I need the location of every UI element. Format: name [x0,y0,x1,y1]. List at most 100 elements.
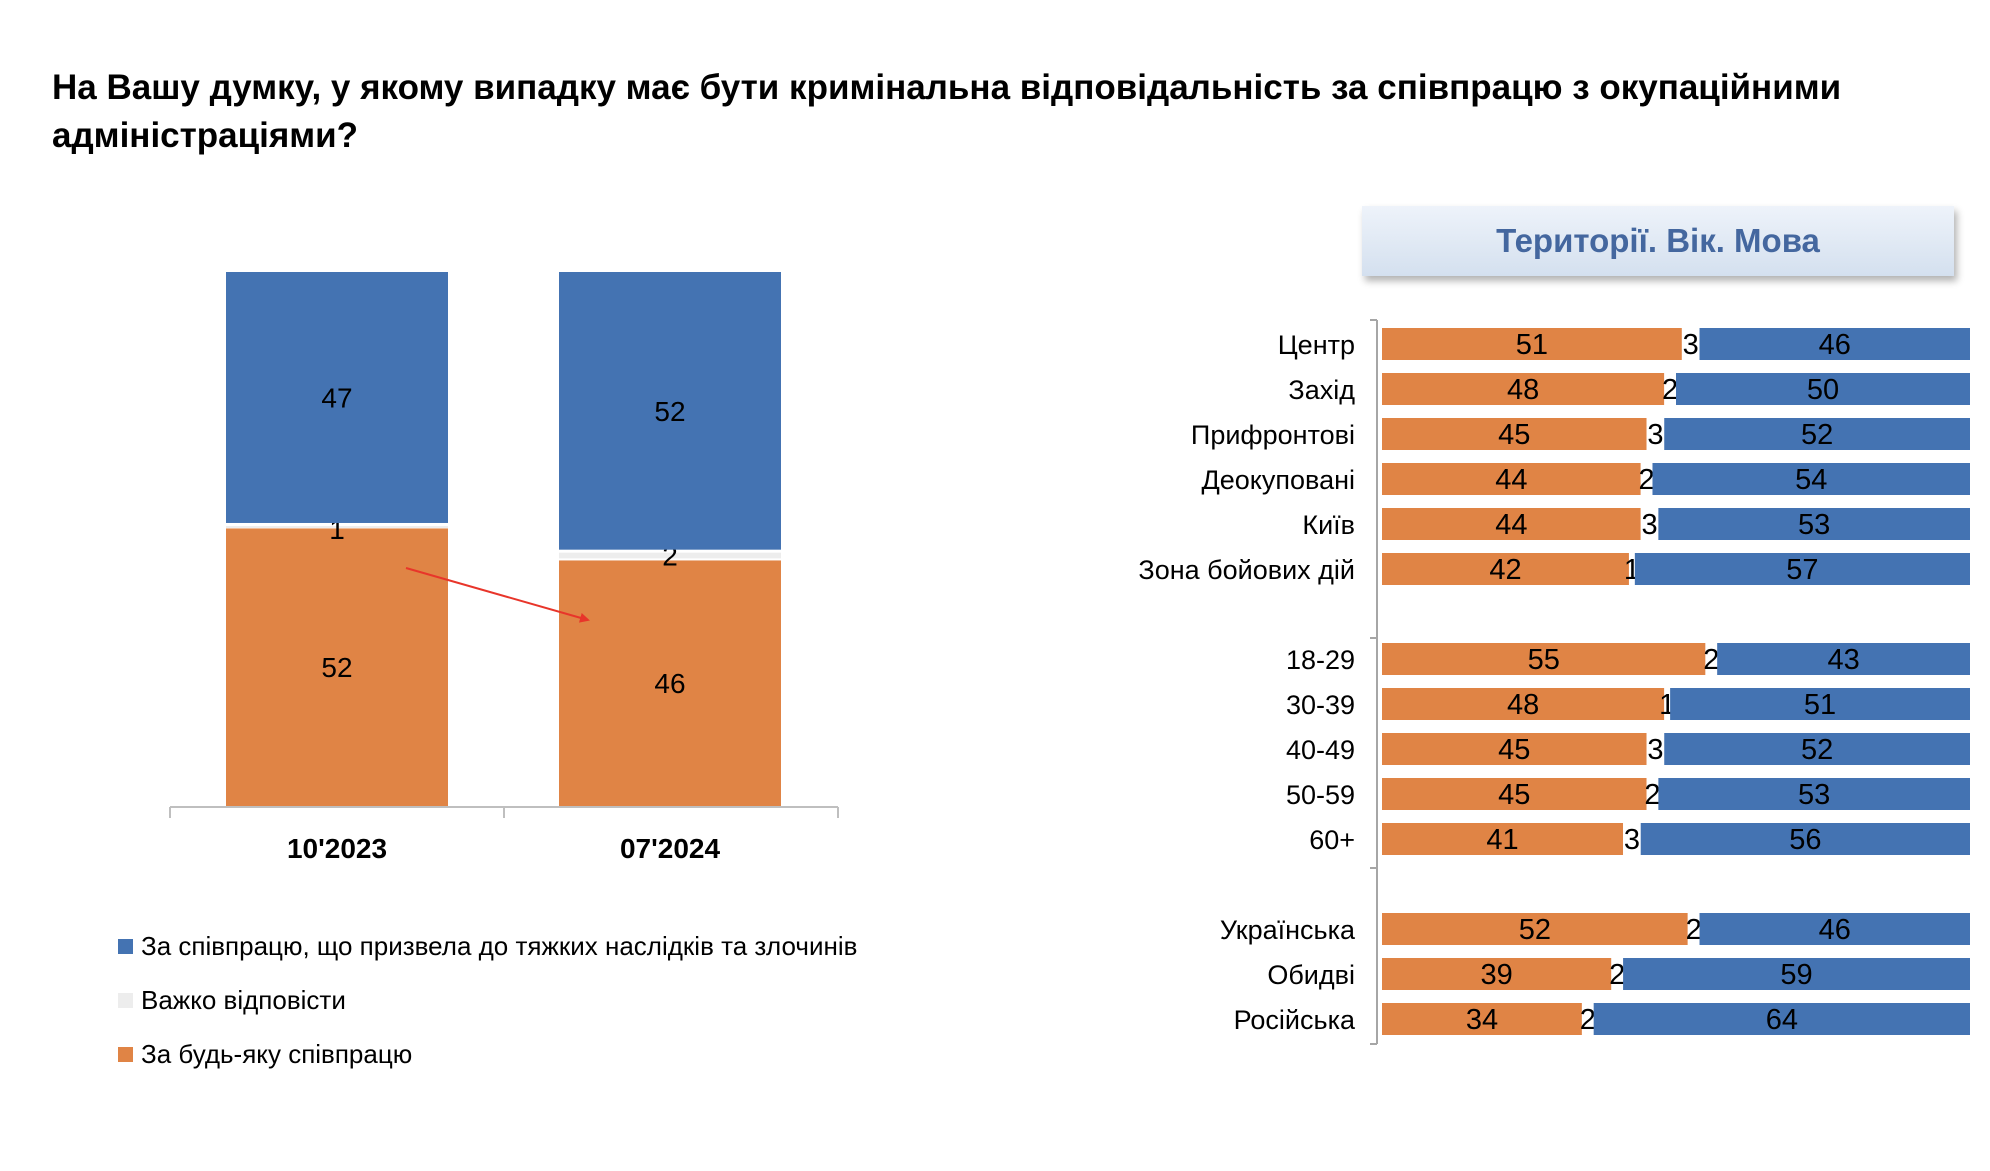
bar-segment-severe [1634,553,1970,585]
bar-segment-any [1382,733,1647,765]
bar-segment-hard-to-say [1623,823,1641,855]
data-label: 3 [1647,734,1663,766]
x-tick-label: 10'2023 [287,833,387,864]
bar-segment-severe [1717,643,1970,675]
legend-label: За будь-яку співпрацю [141,1038,413,1069]
bar-segment-any [1382,508,1641,540]
data-label: 2 [1662,374,1678,406]
bar-segment-hard-to-say [226,522,448,529]
data-label: 50 [1807,374,1839,406]
bar-segment-any [1382,913,1688,945]
data-label: 34 [1466,1004,1498,1036]
row-label: Російська [1234,1005,1356,1035]
bar-segment-severe [1664,418,1970,450]
bar-segment-severe [559,272,781,550]
row-label: Центр [1278,330,1355,360]
data-label: 2 [1644,779,1660,811]
data-label: 45 [1498,734,1530,766]
data-label: 52 [1801,734,1833,766]
data-label: 44 [1495,464,1527,496]
bar-segment-hard-to-say [1664,688,1671,720]
data-label: 2 [1639,464,1655,496]
bar-segment-any [1382,373,1665,405]
row-label: 30-39 [1286,690,1355,720]
legend-item-severe: За співпрацю, що призвела до тяжких насл… [118,930,857,962]
bar-segment-severe [226,272,448,523]
bar-segment-hard-to-say [1705,643,1718,675]
bar-segment-hard-to-say-fill [226,525,448,528]
row-label: Зона бойових дій [1138,555,1355,585]
bar-segment-severe [1699,913,1970,945]
bar-segment-any [1382,778,1647,810]
data-label: 48 [1507,374,1539,406]
data-label: 2 [1580,1004,1596,1036]
trend-arrow [405,567,590,623]
bar-segment-hard-to-say [1646,778,1659,810]
bar-segment-any [1382,1003,1582,1035]
data-label: 2 [1686,914,1702,946]
bar-segment-hard-to-say [1664,373,1676,405]
bar-segment-severe [1699,328,1970,360]
bar-segment-severe [1593,1003,1970,1035]
bar-segment-any [1382,688,1665,720]
row-label: Обидві [1267,960,1355,990]
legend-item-any: За будь-яку співпрацю [118,1038,412,1070]
bar-segment-any [559,560,781,806]
data-label: 51 [1516,329,1548,361]
row-label: 40-49 [1286,735,1355,765]
data-label: 2 [1609,959,1625,991]
bar-segment-severe [1670,688,1970,720]
bar-segment-hard-to-say [1681,328,1700,360]
legend-label: Важко відповісти [141,984,346,1015]
legend-swatch-blue [118,938,133,954]
data-label: 53 [1798,509,1830,541]
data-label: 46 [654,668,685,699]
data-label: 45 [1498,419,1530,451]
page-title: На Вашу думку, у якому випадку має бути … [52,68,1842,155]
data-label: 42 [1489,554,1521,586]
bar-segment-hard-to-say [1646,733,1665,765]
bar-segment-hard-to-say [1640,508,1659,540]
row-label: 18-29 [1286,645,1355,675]
data-label: 53 [1798,779,1830,811]
data-label: 43 [1827,644,1859,676]
data-label: 52 [1801,419,1833,451]
bar-segment-hard-to-say [1611,958,1624,990]
data-label: 3 [1683,329,1699,361]
bar-segment-severe [1623,958,1970,990]
data-label: 39 [1481,959,1513,991]
row-label: Захід [1288,375,1355,405]
data-label: 41 [1486,824,1518,856]
data-label: 44 [1495,509,1527,541]
bar-segment-any [1382,643,1706,675]
data-label: 1 [1624,554,1640,586]
data-label: 3 [1641,509,1657,541]
bar-segment-severe [1658,508,1970,540]
bar-segment-any [1382,418,1647,450]
data-label: 45 [1498,779,1530,811]
data-label: 55 [1528,644,1560,676]
data-label: 56 [1789,824,1821,856]
bar-segment-severe [1664,733,1970,765]
data-label: 52 [654,396,685,427]
bar-segment-hard-to-say [1640,463,1653,495]
bar-segment-any [1382,823,1624,855]
data-label: 3 [1624,824,1640,856]
data-label: 47 [321,382,352,413]
data-label: 52 [321,652,352,683]
x-tick-label: 07'2024 [620,833,721,864]
bar-segment-any [1382,328,1682,360]
bar-segment-severe [1652,463,1970,495]
bar-segment-any [1382,553,1629,585]
row-label: 60+ [1309,825,1355,855]
data-label: 48 [1507,689,1539,721]
bar-segment-severe [1640,823,1970,855]
row-label: Деокуповані [1201,465,1355,495]
row-label: Українська [1220,915,1356,945]
data-label: 46 [1819,329,1851,361]
legend-label: За співпрацю, що призвела до тяжких насл… [141,930,858,961]
data-label: 1 [1659,689,1675,721]
bar-segment-any [1382,463,1641,495]
bar-segment-hard-to-say [1581,1003,1594,1035]
data-label: 46 [1819,914,1851,946]
